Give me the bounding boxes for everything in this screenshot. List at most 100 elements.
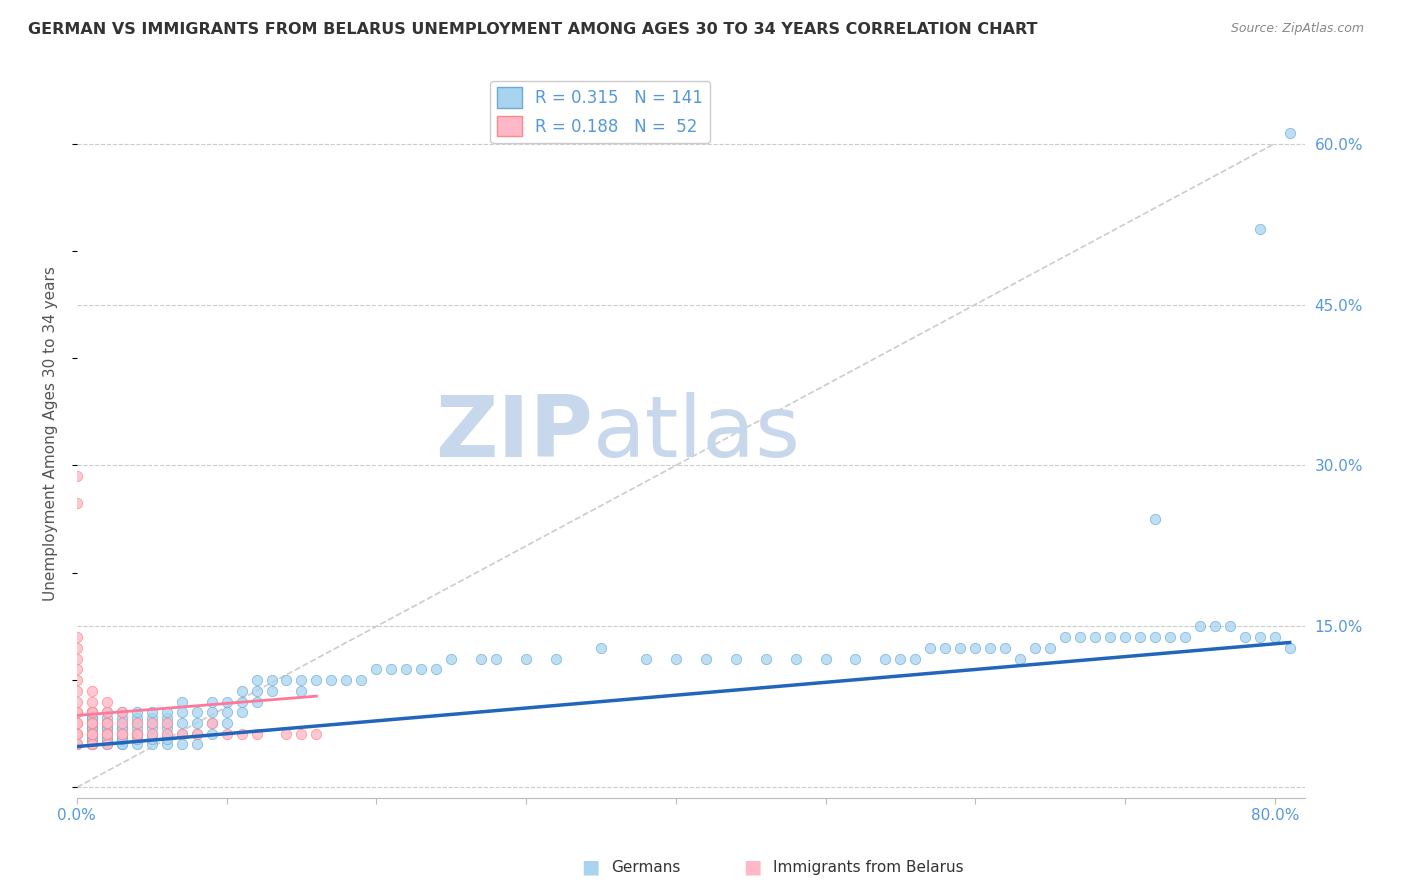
Point xyxy=(290,673,312,687)
Point xyxy=(156,705,179,719)
Point xyxy=(156,732,179,747)
Point xyxy=(1174,630,1197,644)
Point xyxy=(589,640,612,655)
Point xyxy=(80,727,103,741)
Point xyxy=(80,727,103,741)
Point xyxy=(66,715,89,730)
Point xyxy=(380,662,402,676)
Point xyxy=(96,722,118,736)
Point xyxy=(305,673,328,687)
Point xyxy=(141,705,163,719)
Point xyxy=(215,715,238,730)
Point xyxy=(245,727,267,741)
Point xyxy=(111,738,134,752)
Point xyxy=(350,673,373,687)
Point xyxy=(66,705,89,719)
Point xyxy=(66,727,89,741)
Point xyxy=(66,651,89,665)
Point xyxy=(80,738,103,752)
Point xyxy=(80,683,103,698)
Point xyxy=(80,722,103,736)
Point xyxy=(111,738,134,752)
Point xyxy=(276,727,298,741)
Point xyxy=(814,651,837,665)
Point xyxy=(1264,630,1286,644)
Point xyxy=(80,715,103,730)
Point xyxy=(80,715,103,730)
Point xyxy=(335,673,357,687)
Point xyxy=(1143,630,1166,644)
Point xyxy=(156,727,179,741)
Point xyxy=(1114,630,1136,644)
Point xyxy=(1054,630,1077,644)
Point xyxy=(80,738,103,752)
Point xyxy=(111,722,134,736)
Point xyxy=(321,673,343,687)
Point xyxy=(96,710,118,724)
Point xyxy=(994,640,1017,655)
Point xyxy=(904,651,927,665)
Point xyxy=(125,738,148,752)
Point xyxy=(80,705,103,719)
Point xyxy=(80,705,103,719)
Point xyxy=(1204,619,1226,633)
Point xyxy=(844,651,866,665)
Point xyxy=(80,722,103,736)
Point xyxy=(111,722,134,736)
Point xyxy=(544,651,567,665)
Point xyxy=(80,738,103,752)
Point xyxy=(111,732,134,747)
Point xyxy=(785,651,807,665)
Point xyxy=(80,710,103,724)
Point xyxy=(66,662,89,676)
Point xyxy=(920,640,942,655)
Point xyxy=(201,705,224,719)
Point xyxy=(245,694,267,708)
Point xyxy=(201,715,224,730)
Point xyxy=(1129,630,1152,644)
Point xyxy=(80,727,103,741)
Point xyxy=(141,732,163,747)
Point xyxy=(96,738,118,752)
Point xyxy=(425,662,447,676)
Point xyxy=(66,738,89,752)
Point xyxy=(1278,126,1301,140)
Point xyxy=(80,715,103,730)
Point xyxy=(96,705,118,719)
Point xyxy=(96,727,118,741)
Point xyxy=(290,727,312,741)
Point xyxy=(66,630,89,644)
Point xyxy=(125,727,148,741)
Point xyxy=(96,715,118,730)
Point xyxy=(96,738,118,752)
Point xyxy=(80,722,103,736)
Point xyxy=(80,710,103,724)
Point xyxy=(305,727,328,741)
Point xyxy=(80,715,103,730)
Point xyxy=(156,715,179,730)
Point xyxy=(141,715,163,730)
Point xyxy=(141,722,163,736)
Point xyxy=(170,727,193,741)
Point xyxy=(111,727,134,741)
Point xyxy=(245,673,267,687)
Point xyxy=(66,738,89,752)
Point xyxy=(141,727,163,741)
Point xyxy=(170,727,193,741)
Point xyxy=(156,727,179,741)
Point xyxy=(1219,619,1241,633)
Point xyxy=(231,727,253,741)
Point xyxy=(724,651,747,665)
Point xyxy=(66,715,89,730)
Point xyxy=(80,732,103,747)
Point xyxy=(125,727,148,741)
Point xyxy=(96,732,118,747)
Point xyxy=(366,662,388,676)
Point xyxy=(156,738,179,752)
Point xyxy=(290,683,312,698)
Point xyxy=(440,651,463,665)
Point xyxy=(141,727,163,741)
Point xyxy=(141,715,163,730)
Point xyxy=(1084,630,1107,644)
Point xyxy=(889,651,911,665)
